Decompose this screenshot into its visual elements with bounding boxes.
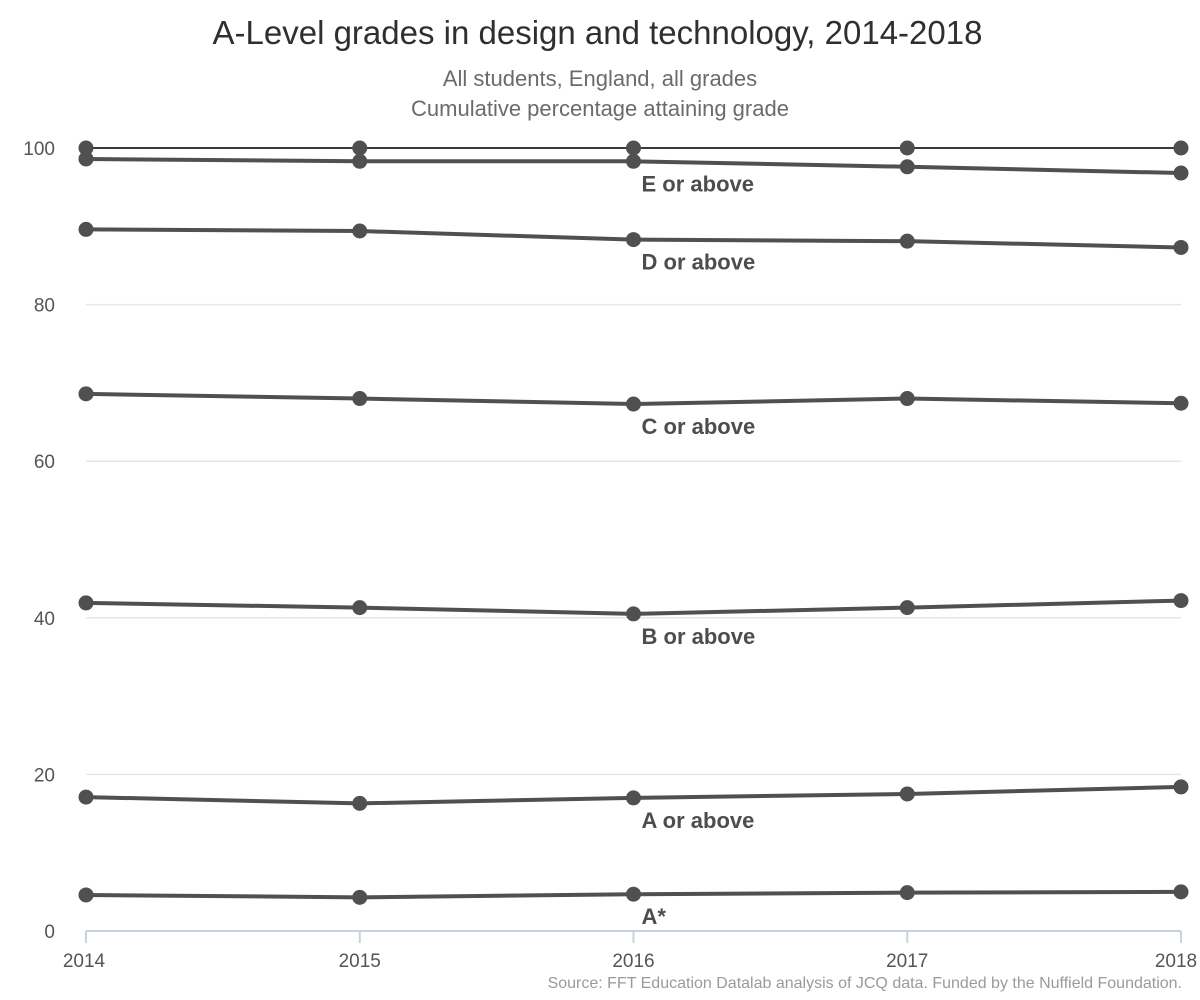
x-tick-label: 2016 — [612, 951, 654, 972]
data-point — [1173, 239, 1189, 255]
data-point — [899, 159, 915, 175]
data-point — [899, 600, 915, 616]
x-tick-label: 2017 — [886, 951, 928, 972]
series-label: A or above — [642, 808, 755, 833]
chart-subtitle-line-1: All students, England, all grades — [442, 66, 758, 91]
data-point — [626, 790, 641, 806]
data-point — [78, 887, 94, 903]
chart-title: A-Level grades in design and technology,… — [212, 14, 983, 51]
chart-subtitle-line-2: Cumulative percentage attaining grade — [411, 96, 789, 121]
data-point — [899, 885, 915, 901]
series-lines — [85, 147, 1182, 900]
data-point — [78, 386, 94, 402]
y-tick-label: 60 — [34, 452, 55, 473]
series-label: A* — [642, 904, 667, 929]
data-point — [626, 232, 641, 248]
y-tick-label: 0 — [44, 922, 55, 943]
x-tick-label: 2014 — [63, 951, 106, 972]
y-tick-label: 80 — [34, 296, 55, 317]
data-point — [78, 221, 94, 237]
series-label: D or above — [642, 250, 756, 275]
series-label: C or above — [642, 414, 756, 439]
data-point — [78, 151, 94, 167]
data-point — [1173, 395, 1189, 411]
data-point — [899, 140, 915, 156]
data-point — [352, 153, 368, 169]
data-point — [352, 391, 368, 407]
data-point — [1173, 884, 1189, 900]
x-axis: 2014 2015 2016 2017 2018 — [63, 930, 1197, 972]
data-point — [1173, 593, 1189, 609]
data-point — [626, 606, 641, 622]
y-axis-ticks: 0 20 40 60 80 100 — [23, 139, 55, 943]
data-point — [899, 391, 915, 407]
series-points — [78, 140, 1189, 905]
data-point — [1173, 779, 1189, 795]
data-point — [626, 140, 641, 156]
y-tick-label: 40 — [34, 609, 55, 630]
data-point — [78, 789, 94, 805]
series-label: E or above — [642, 171, 754, 196]
data-point — [626, 396, 641, 412]
y-tick-label: 100 — [23, 139, 55, 160]
data-point — [352, 889, 368, 905]
data-point — [78, 140, 94, 156]
data-point — [352, 795, 368, 811]
x-tick-label: 2015 — [339, 951, 381, 972]
data-point — [626, 886, 641, 902]
data-point — [352, 223, 368, 239]
data-point — [78, 595, 94, 611]
data-point — [352, 600, 368, 616]
y-tick-label: 20 — [34, 765, 55, 786]
series-labels: E or above D or above C or above B or above… — [642, 171, 756, 929]
series-label: B or above — [642, 624, 756, 649]
source-note: Source: FFT Education Datalab analysis o… — [547, 975, 1182, 992]
data-point — [626, 153, 641, 169]
data-point — [352, 140, 368, 156]
data-point — [1173, 165, 1189, 181]
data-point — [1173, 140, 1189, 156]
data-point — [899, 233, 915, 249]
x-tick-label: 2018 — [1155, 951, 1197, 972]
data-point — [899, 786, 915, 802]
